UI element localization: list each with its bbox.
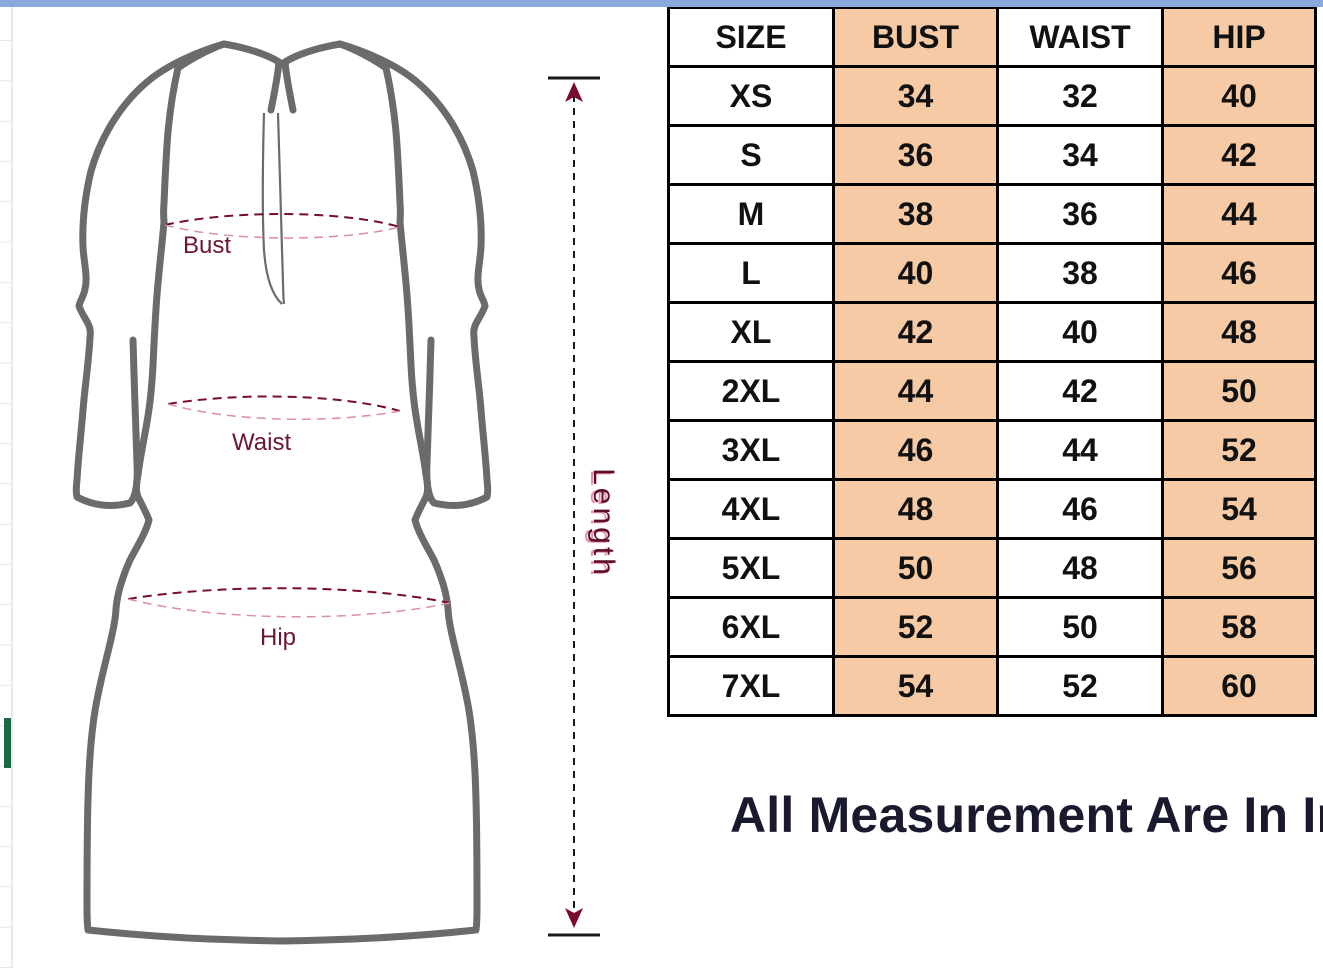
svg-text:Hip: Hip bbox=[260, 624, 296, 651]
svg-text:Length: Length bbox=[587, 468, 620, 578]
svg-text:Waist: Waist bbox=[232, 429, 291, 456]
svg-text:Bust: Bust bbox=[183, 232, 231, 259]
